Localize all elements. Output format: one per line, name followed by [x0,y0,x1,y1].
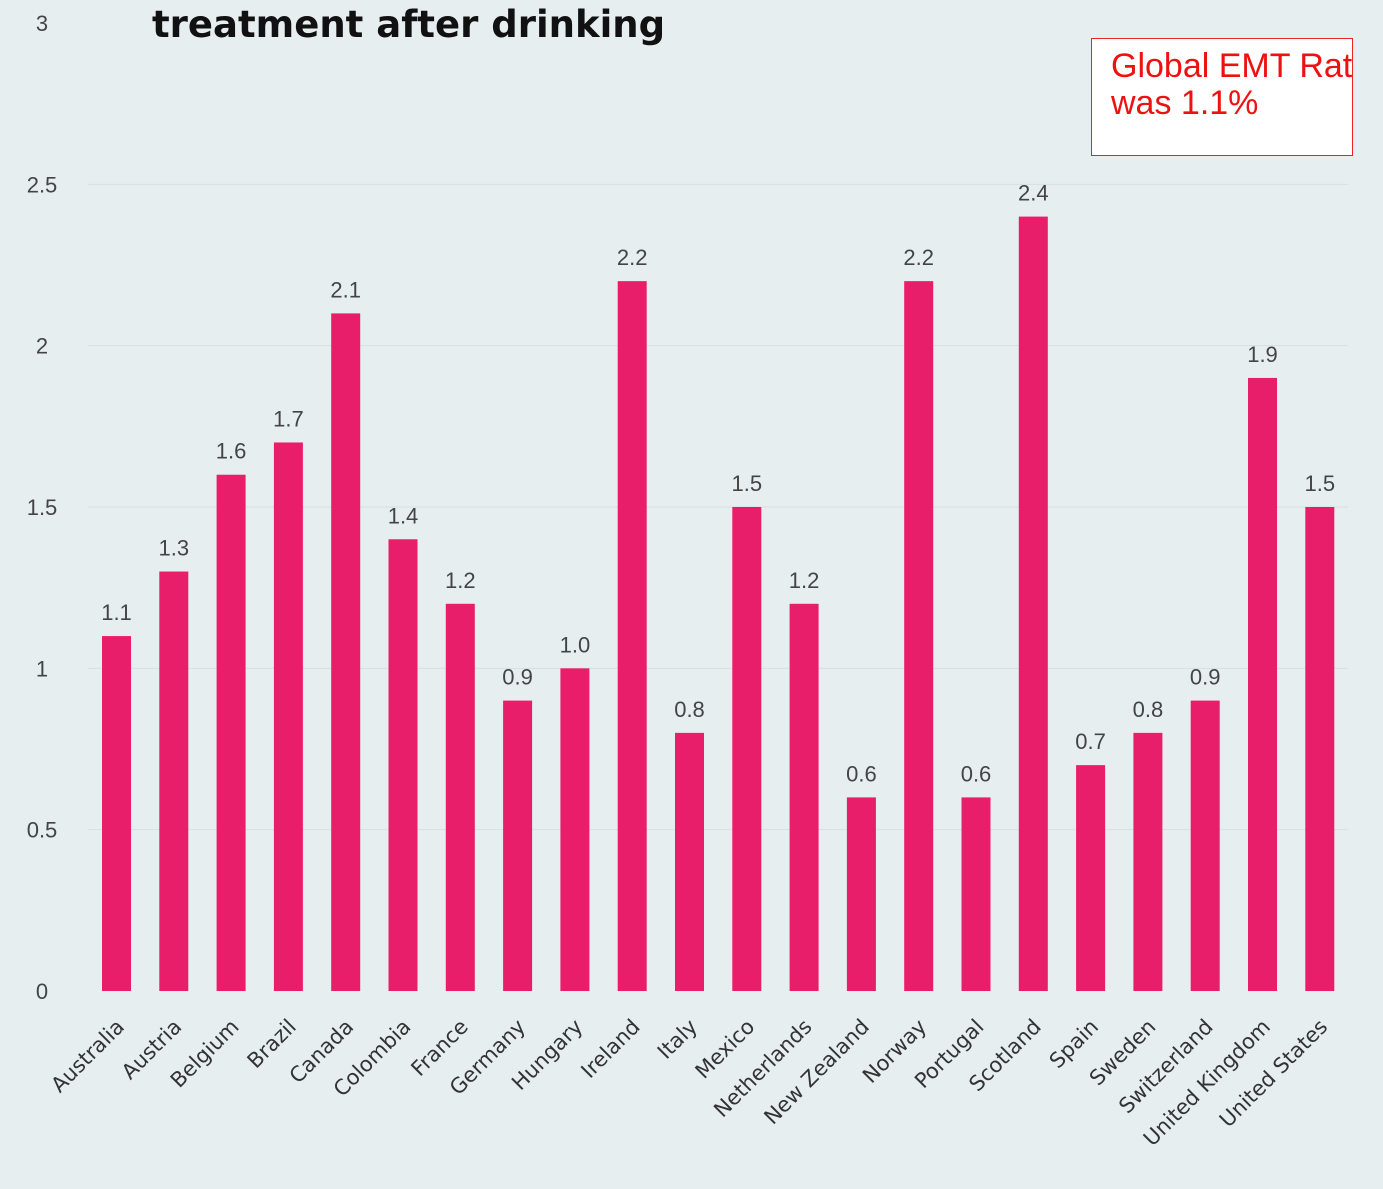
data-label: 0.8 [674,697,705,722]
chart-title: treatment after drinking [152,3,665,46]
annotation-box: Global EMT Rate was 1.1% [1091,38,1353,156]
data-label: 1.5 [1305,471,1336,496]
data-label: 1.0 [560,632,591,657]
bars [102,216,1335,992]
bar-ireland [617,281,647,992]
bar-switzerland [1190,700,1220,991]
data-label: 2.2 [903,245,934,270]
data-label: 1.4 [388,503,419,528]
bar-new-zealand [846,797,876,991]
data-label: 1.6 [216,439,247,464]
bar-norway [904,281,934,992]
y-tick-label: 0 [36,979,48,1004]
x-axis-ticks: AustraliaAustriaBelgiumBrazilCanadaColom… [46,1015,1332,1151]
bar-sweden [1133,732,1163,991]
data-label: 0.9 [1190,665,1221,690]
bar-canada [331,313,361,991]
x-tick-label: Ireland [576,1015,644,1083]
y-tick-label: 1.5 [27,495,58,520]
x-tick-label: New Zealand [759,1015,874,1130]
bar-colombia [388,539,418,991]
data-label: 0.6 [961,761,992,786]
data-label: 1.2 [445,568,476,593]
data-labels: 1.1 1.3 1.6 1.7 2.1 1.4 1.2 0.9 1.0 2.2 0.8 1.5 1.2 0… [101,181,1335,787]
data-label: 1.2 [789,568,820,593]
data-label: 0.7 [1075,729,1106,754]
bar-united-states [1305,507,1335,991]
data-label: 0.8 [1133,697,1164,722]
data-label: 0.9 [502,665,533,690]
bar-germany [503,700,533,991]
bar-mexico [732,507,762,991]
data-label: 2.1 [330,277,361,302]
y-tick-label: 3 [36,11,48,36]
bar-united-kingdom [1248,377,1277,991]
bar-hungary [560,668,590,991]
bar-australia [102,636,131,991]
y-tick-label: 0.5 [27,818,58,843]
bar-scotland [1018,216,1048,992]
bar-belgium [216,474,246,991]
y-tick-label: 1 [36,656,48,681]
y-axis-ticks: 0 0.5 1 1.5 2 2.5 3 [27,11,58,1004]
bar-portugal [961,797,991,991]
data-label: 1.5 [732,471,763,496]
x-tick-label: Australia [46,1015,129,1098]
data-label: 2.4 [1018,181,1049,206]
data-label: 1.3 [159,536,190,561]
bar-italy [675,732,704,991]
bar-brazil [273,442,303,991]
bar-austria [159,571,189,991]
data-label: 1.9 [1247,342,1278,367]
bar-netherlands [789,603,819,991]
y-tick-label: 2.5 [27,172,58,197]
data-label: 1.7 [273,406,304,431]
data-label: 2.2 [617,245,648,270]
x-tick-label: Italy [653,1015,702,1064]
bar-france [445,603,475,991]
data-label: 0.6 [846,761,877,786]
annotation-text: Global EMT Rate was 1.1% [1111,47,1353,122]
y-tick-label: 2 [36,334,48,359]
data-label: 1.1 [101,600,132,625]
bar-spain [1076,765,1106,991]
